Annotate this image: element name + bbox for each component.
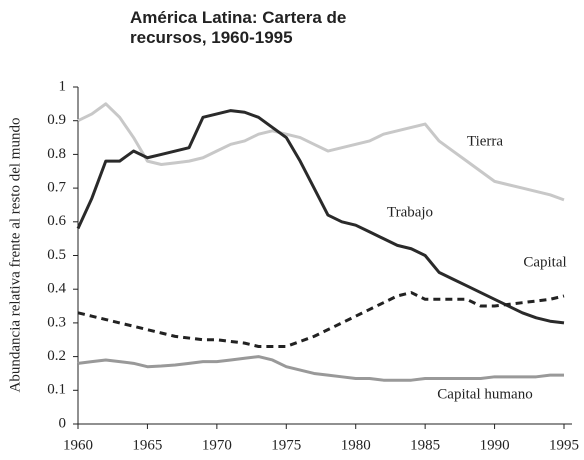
y-tick-label: 0.9 — [47, 112, 66, 128]
x-tick-label: 1995 — [549, 437, 579, 453]
series-line — [77, 355, 564, 382]
x-tick-label: 1975 — [271, 437, 301, 453]
y-tick-label: 0.5 — [47, 247, 66, 263]
y-tick-label: 0.3 — [47, 314, 66, 330]
x-tick-label: 1980 — [341, 437, 371, 453]
x-tick-label: 1990 — [480, 437, 510, 453]
series-label: Tierra — [467, 133, 503, 149]
y-tick-label: 0.2 — [47, 348, 66, 364]
y-axis-label: Abundancia relativa frente al resto del … — [7, 118, 23, 393]
y-tick-label: 0 — [59, 415, 67, 431]
y-tick-label: 0.8 — [47, 146, 66, 162]
x-tick-label: 1985 — [410, 437, 440, 453]
x-tick-label: 1965 — [132, 437, 162, 453]
series-line — [76, 109, 565, 325]
x-tick-label: 1960 — [63, 437, 93, 453]
chart-title: América Latina: Cartera de recursos, 196… — [130, 8, 347, 47]
series-label: Capital — [523, 254, 566, 270]
y-tick-label: 0.6 — [47, 213, 66, 229]
series-line — [77, 102, 565, 202]
series-line — [77, 291, 565, 348]
y-tick-label: 0.7 — [47, 180, 66, 196]
y-tick-label: 0.1 — [47, 382, 66, 398]
series-label: Trabajo — [387, 204, 433, 220]
series-label: Capital humano — [437, 386, 532, 402]
x-tick-label: 1970 — [202, 437, 232, 453]
y-tick-label: 0.4 — [47, 281, 66, 297]
y-tick-label: 1 — [59, 78, 67, 94]
